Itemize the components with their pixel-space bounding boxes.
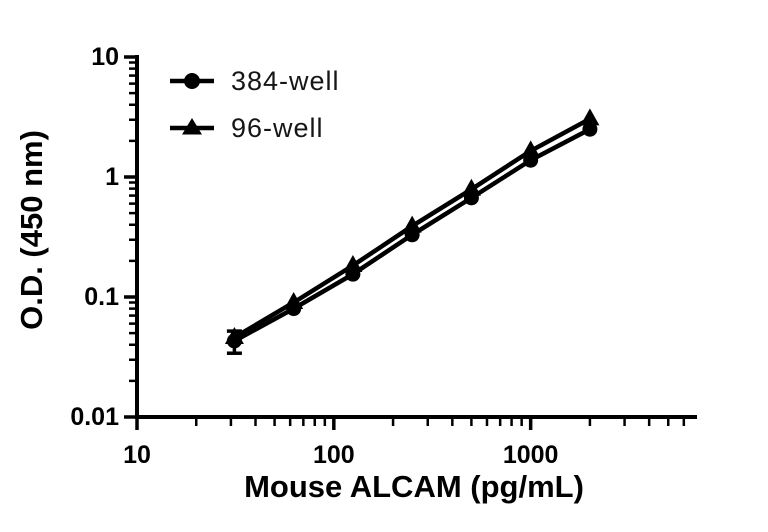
x-tick-label: 10	[123, 441, 151, 469]
y-axis-title: O.D. (450 nm)	[14, 130, 49, 330]
x-axis-title: Mouse ALCAM (pg/mL)	[244, 469, 584, 504]
legend-label: 96-well	[231, 113, 324, 143]
series-96-well	[224, 108, 600, 344]
x-tick-label: 1000	[503, 441, 559, 469]
circle-marker	[226, 333, 242, 349]
circle-marker	[404, 227, 420, 243]
y-tick-label: 1	[105, 163, 119, 191]
legend-item-96-well: 96-well	[170, 113, 324, 143]
triangle-marker	[580, 108, 600, 126]
legend-triangle-marker	[182, 118, 202, 135]
legend: 384-well 96-well	[170, 66, 340, 143]
circle-marker	[582, 121, 598, 137]
legend-label: 384-well	[231, 66, 340, 96]
x-axis: 10 100 1000	[123, 415, 697, 469]
circle-marker	[463, 190, 479, 206]
triangle-marker	[521, 140, 541, 158]
y-tick-label: 10	[91, 43, 119, 71]
y-tick-label: 0.01	[70, 403, 119, 431]
triangle-marker	[402, 215, 422, 233]
triangle-marker	[343, 255, 363, 273]
circle-marker	[286, 301, 302, 317]
x-tick-label: 100	[313, 441, 355, 469]
series-384-well	[226, 121, 598, 355]
y-axis: 10 1 0.1 0.01	[70, 43, 139, 431]
y-tick-label: 0.1	[84, 283, 119, 311]
circle-marker	[345, 266, 361, 282]
triangle-marker	[461, 178, 481, 196]
circle-marker	[523, 152, 539, 168]
legend-circle-marker	[184, 73, 200, 89]
legend-item-384-well: 384-well	[170, 66, 340, 96]
